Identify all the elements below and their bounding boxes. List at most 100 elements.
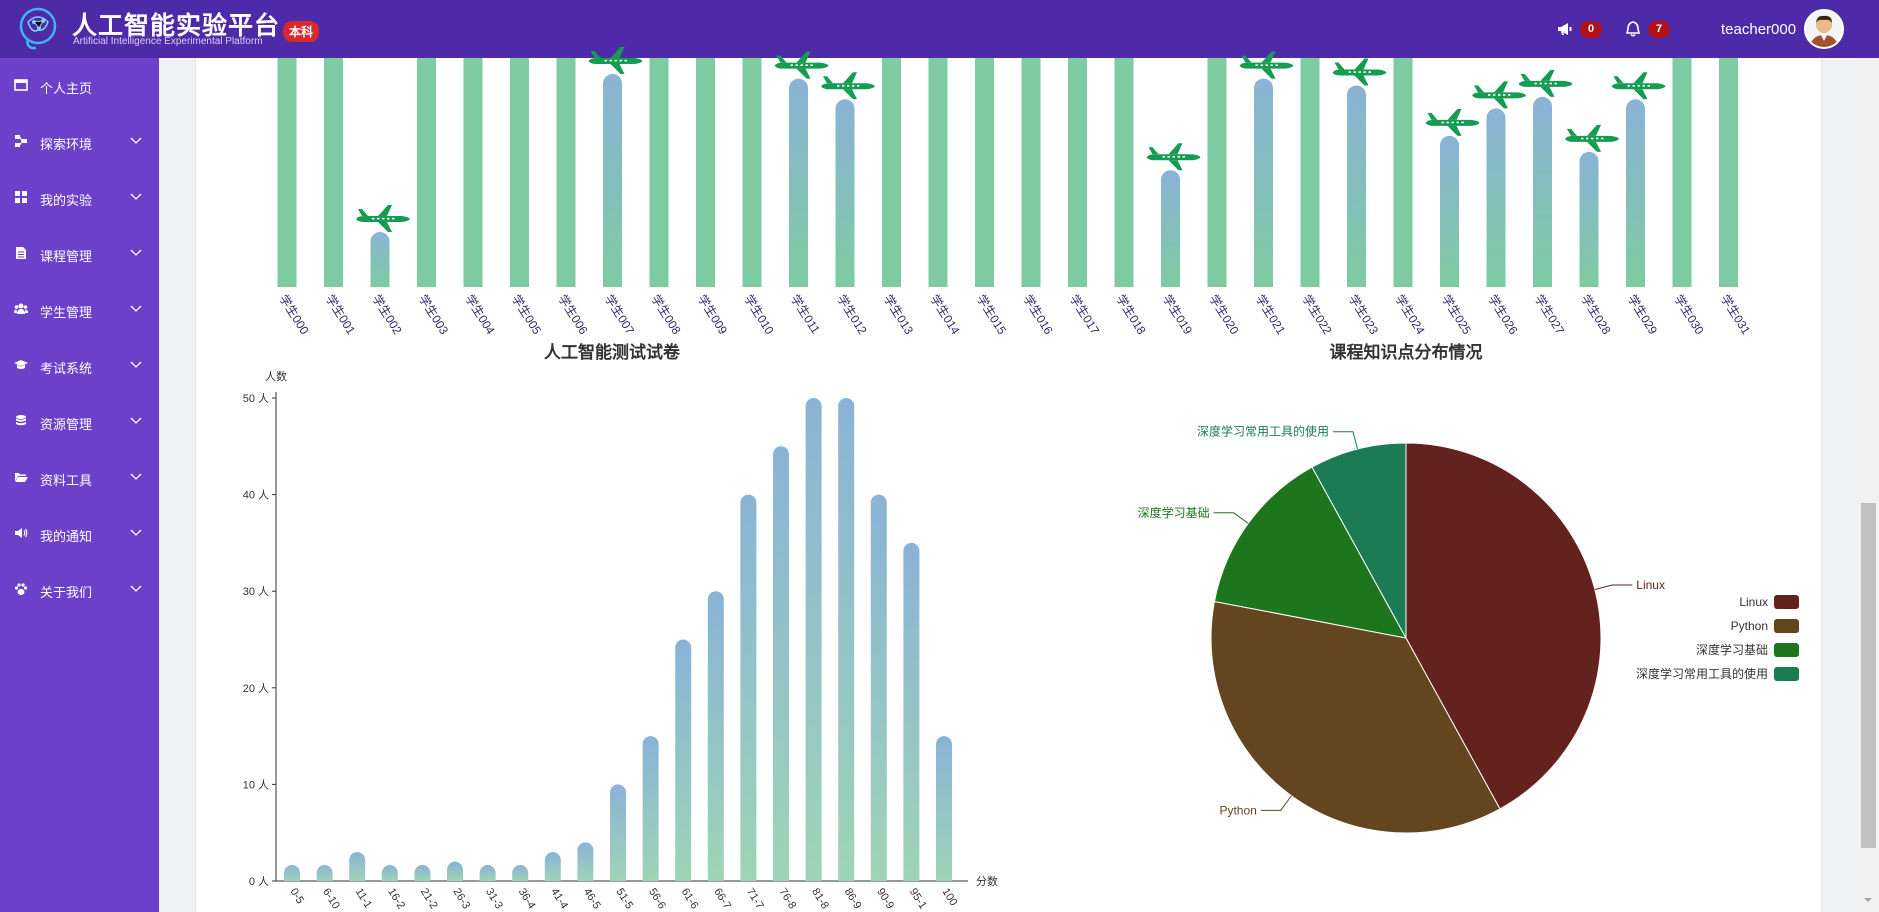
histogram-x-tick-label: 0-5 [287, 886, 306, 906]
megaphone-icon[interactable] [1556, 20, 1574, 38]
sidebar-item-tools[interactable]: 资料工具 [0, 450, 159, 506]
sidebar-item-home[interactable]: 个人主页 [0, 58, 159, 114]
histogram-x-tick-label: 46-5 [581, 886, 603, 911]
student-bar [1486, 108, 1506, 287]
student-tick-label: 学生018 [1113, 292, 1149, 338]
airplane-window [1534, 82, 1537, 85]
sidebar-item-about[interactable]: 关于我们 [0, 562, 159, 618]
sidebar-item-resources[interactable]: 资源管理 [0, 394, 159, 450]
student-tick-label: 学生014 [927, 292, 963, 338]
histogram-x-tick-label: 100 [939, 886, 959, 908]
histogram-bar [642, 736, 659, 881]
brain-logo-icon[interactable] [14, 4, 66, 52]
airplane-wing-top [1168, 143, 1183, 155]
student-bar [1207, 58, 1227, 287]
airplane-icon [1611, 72, 1666, 100]
legend-swatch [1774, 667, 1799, 681]
notification-count-badge: 7 [1648, 21, 1670, 38]
histogram-bar [447, 861, 463, 881]
sidebar-item-students[interactable]: 学生管理 [0, 282, 159, 338]
airplane-wing-bottom [378, 222, 392, 233]
airplane-window [387, 217, 390, 220]
sidebar-item-courses[interactable]: 课程管理 [0, 226, 159, 282]
student-bar [556, 58, 576, 287]
histogram-y-tick-label: 20 人 [243, 682, 269, 695]
airplane-window [1647, 85, 1650, 87]
chevron-down-icon [130, 361, 142, 368]
sidebar-item-label: 考试系统 [40, 361, 93, 376]
histogram-bar [610, 784, 626, 881]
airplane-wing-bottom [1540, 86, 1555, 97]
database-icon [16, 415, 26, 426]
pie-slice-label: Linux [1636, 578, 1665, 592]
airplane-icon [356, 205, 410, 233]
student-tick-label: 学生003 [416, 292, 452, 338]
scrollbar-thumb[interactable] [1861, 503, 1876, 848]
histogram-title: 人工智能测试试卷 [544, 342, 681, 362]
student-bar [1254, 78, 1273, 287]
student-tick-label: 学生012 [834, 292, 870, 338]
bell-icon[interactable] [1624, 20, 1642, 38]
student-bar [1579, 151, 1599, 287]
airplane-window [847, 85, 850, 87]
airplane-window [800, 64, 803, 67]
student-tick-label: 学生009 [695, 292, 731, 338]
airplane-wing-bottom [1587, 141, 1601, 152]
airplane-wing-bottom [843, 89, 857, 100]
student-tick-label: 学生019 [1160, 292, 1196, 338]
student-tick-label: 学生010 [741, 292, 777, 338]
sidebar-item-experiments[interactable]: 我的实验 [0, 170, 159, 226]
airplane-window [1167, 156, 1170, 158]
airplane-window [852, 85, 855, 87]
chevron-down-icon [130, 585, 142, 592]
airplane-window [1182, 156, 1185, 158]
histogram-bar [740, 494, 757, 881]
airplane-wing-bottom [610, 64, 625, 75]
airplane-tail [1567, 128, 1577, 136]
airplane-window [1581, 137, 1584, 140]
airplane-window [1363, 71, 1366, 73]
student-bar [510, 58, 529, 287]
student-bar [789, 78, 809, 287]
histogram-x-axis-label: 分数 [976, 875, 998, 888]
airplane-icon [588, 47, 643, 75]
airplane-window [377, 217, 380, 220]
airplane-window [609, 59, 612, 62]
airplane-wing-top [610, 47, 625, 59]
airplane-window [1508, 94, 1511, 96]
histogram-bar [936, 736, 952, 881]
student-tick-label: 学生011 [788, 292, 824, 337]
histogram-bar [838, 398, 855, 881]
sidebar-item-notifications[interactable]: 我的通知 [0, 506, 159, 562]
avatar[interactable] [1804, 9, 1844, 49]
student-bar [1626, 99, 1645, 287]
student-bar [1068, 58, 1087, 287]
pie-slice-label: Python [1219, 803, 1256, 817]
histogram-bar [903, 542, 920, 881]
airplane-window [1368, 71, 1371, 73]
sidebar-item-exams[interactable]: 考试系统 [0, 338, 159, 394]
student-tick-label: 学生004 [462, 292, 498, 338]
airplane-wing-top [1633, 72, 1648, 84]
scroll-down-arrow-icon[interactable] [1863, 895, 1873, 905]
histogram-y-tick-label: 40 人 [243, 489, 269, 502]
airplane-wing-bottom [1447, 125, 1462, 136]
airplane-window [1172, 156, 1175, 158]
knowledge-pie-chart: 课程知识点分布情况 LinuxPython深度学习基础深度学习常用工具的使用Li… [1138, 342, 1799, 834]
histogram-x-tick-label: 86-9 [842, 886, 864, 911]
histogram-y-tick-label: 30 人 [243, 585, 269, 598]
legend-swatch [1774, 643, 1799, 657]
chevron-down-icon [130, 193, 142, 200]
airplane-window [1451, 121, 1454, 124]
chevron-down-icon [130, 417, 142, 424]
student-bar [1347, 85, 1366, 287]
histogram-x-tick-label: 16-2 [385, 886, 407, 911]
sidebar-item-label: 我的通知 [40, 529, 93, 544]
airplane-window [1177, 156, 1180, 158]
student-tick-label: 学生005 [509, 292, 545, 338]
student-tick-label: 学生006 [555, 292, 591, 338]
airplane-wing-bottom [1494, 98, 1508, 109]
username[interactable]: teacher000 [1721, 21, 1797, 38]
sidebar-item-explore[interactable]: 探索环境 [0, 114, 159, 170]
sidebar-item-label: 资料工具 [40, 473, 93, 488]
